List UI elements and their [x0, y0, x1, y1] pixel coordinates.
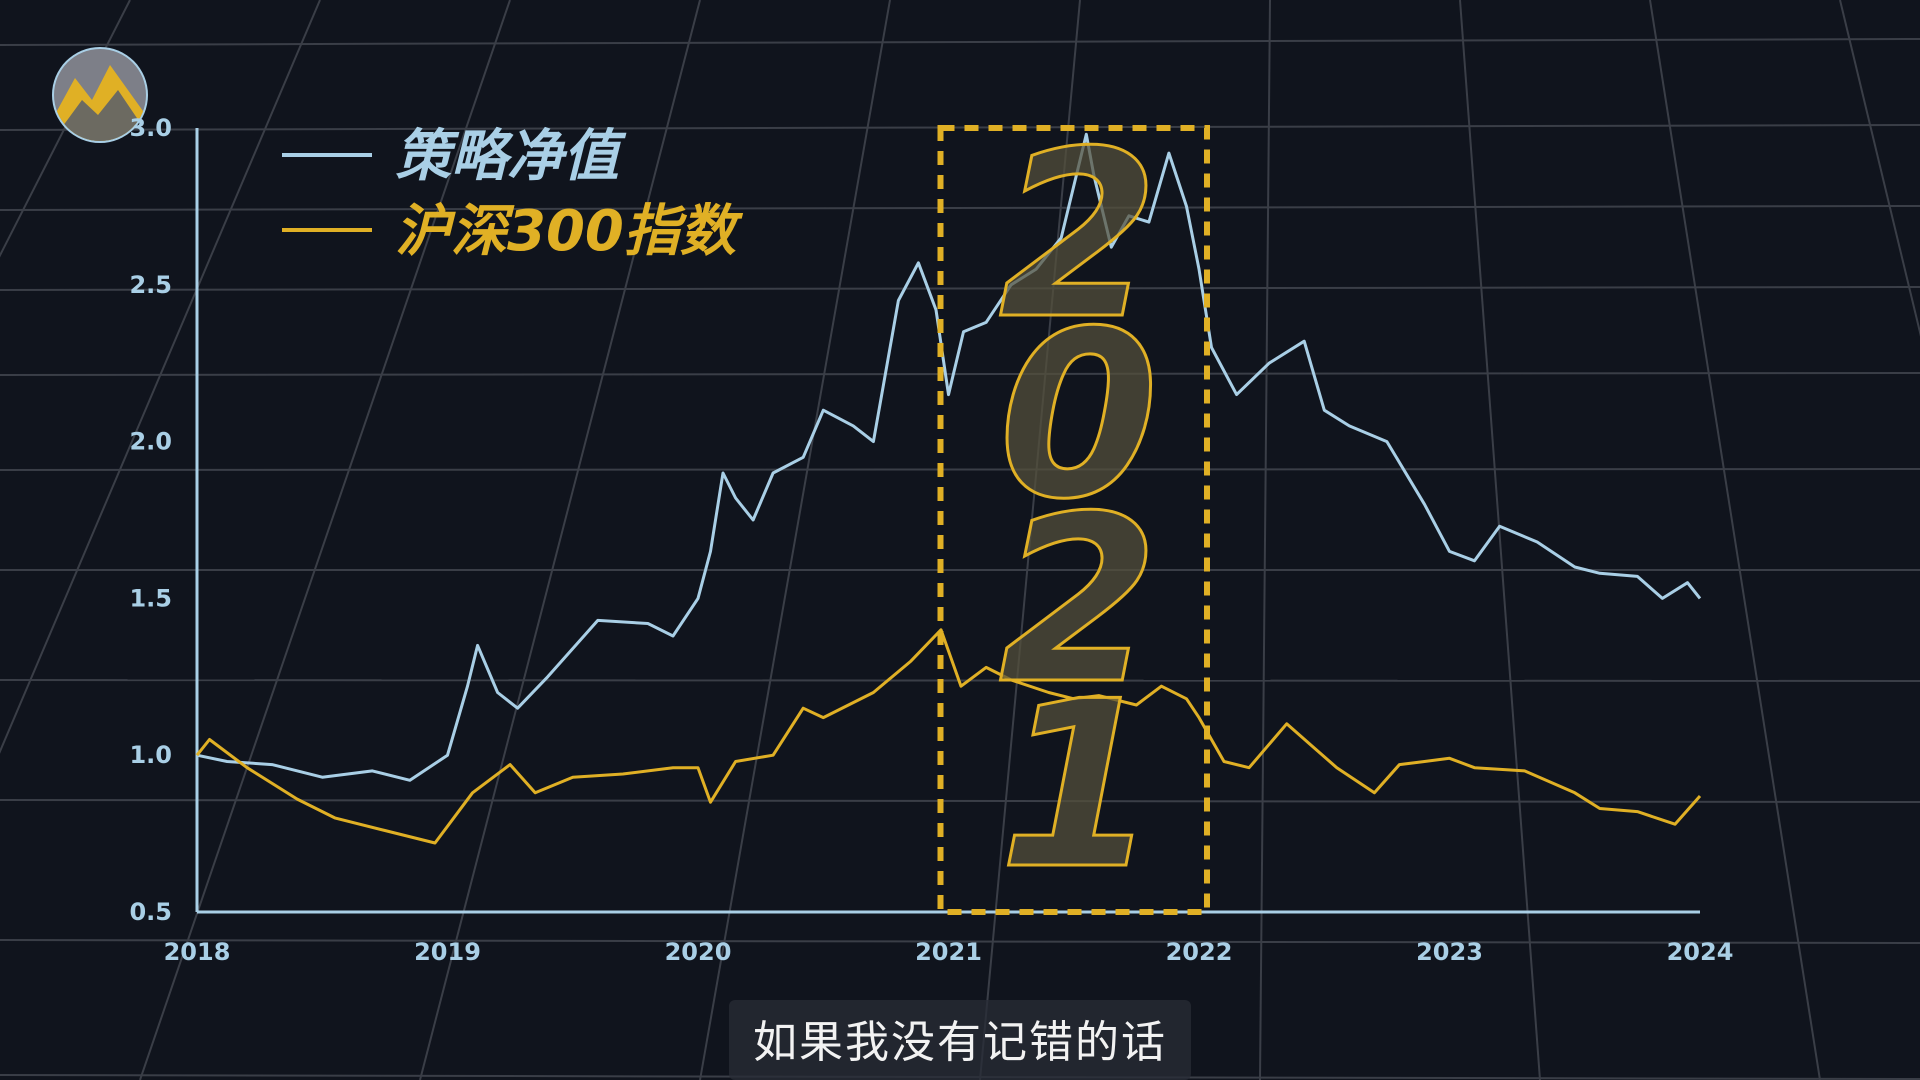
grid-v-line [1459, 0, 1541, 1080]
series-layer [195, 132, 1702, 845]
highlight-digit: 2 [999, 103, 1159, 370]
grid-v-line [139, 0, 511, 1080]
grid-h-line [0, 286, 1920, 291]
x-tick-label: 2022 [1166, 938, 1233, 966]
grid-h-line [0, 205, 1920, 211]
x-tick-label: 2023 [1416, 938, 1483, 966]
highlight-box [937, 125, 1210, 915]
grid-v-line [1839, 0, 1920, 337]
axes: 0.5 1.0 1.5 2.0 2.5 3.0 2018 2019 2020 2021 2022 20… [129, 114, 1733, 966]
grid-v-line [419, 0, 701, 1080]
logo [52, 47, 148, 143]
y-tick-label: 1.5 [129, 584, 172, 612]
y-tick-label: 3.0 [129, 114, 172, 142]
grid-v-line [1649, 0, 1821, 1080]
highlight-digit: 2 [999, 468, 1159, 735]
x-tick-label: 2019 [414, 938, 481, 966]
grid-h-line [0, 124, 1920, 131]
grid-h-line [0, 799, 1920, 803]
x-tick-label: 2021 [915, 938, 982, 966]
grid-h-line [0, 372, 1920, 376]
grid-v-line [699, 0, 891, 1080]
x-tick-label: 2018 [164, 938, 231, 966]
grid-v-line [0, 0, 131, 258]
series-line-1 [196, 132, 1702, 782]
y-tick-label: 2.0 [129, 428, 172, 456]
grid-h-line [0, 939, 1920, 944]
y-tick-label: 1.0 [129, 741, 172, 769]
highlight-digit: 1 [999, 653, 1159, 920]
x-tick-label: 2020 [665, 938, 732, 966]
y-tick-label: 0.5 [129, 898, 172, 926]
grid-h-line [0, 468, 1920, 471]
x-tick-label: 2024 [1667, 938, 1734, 966]
y-tick-label: 2.5 [129, 271, 172, 299]
subtitle: 如果我没有记错的话 [729, 1000, 1191, 1080]
grid-h-line [0, 38, 1920, 46]
grid-v-line [1259, 0, 1271, 1080]
series-line-2 [195, 628, 1702, 845]
legend-label: 策略净值 [395, 124, 627, 189]
legend-label: 沪深300指数 [395, 199, 744, 264]
highlight-digit: 0 [999, 283, 1159, 550]
grid-v-line [0, 0, 321, 754]
highlight-2021: 2021 [937, 102, 1210, 922]
grid-v-line [979, 0, 1081, 1080]
